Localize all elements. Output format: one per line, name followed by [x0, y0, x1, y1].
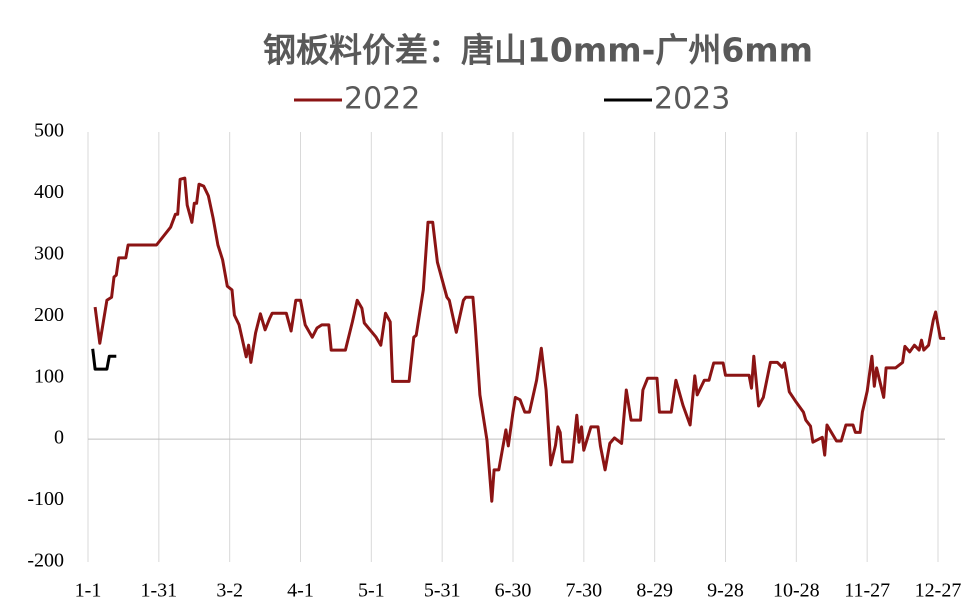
y-tick-label: 100 [34, 365, 64, 387]
x-tick-label: 4-1 [287, 580, 314, 602]
y-tick-label: 300 [34, 242, 64, 264]
y-tick-label: 200 [34, 304, 64, 326]
legend-label: 2023 [654, 82, 730, 117]
y-tick-label: 500 [34, 120, 64, 142]
x-tick-label: 9-28 [707, 580, 744, 602]
chart-title: 钢板料价差：唐山10mm-广州6mm [263, 31, 813, 70]
x-tick-label: 5-31 [424, 580, 461, 602]
series-line [93, 176, 946, 503]
x-tick-label: 5-1 [358, 580, 385, 602]
x-tick-label: 1-1 [75, 580, 102, 602]
x-tick-label: 8-29 [636, 580, 673, 602]
y-tick-label: 400 [34, 181, 64, 203]
x-tick-label: 1-31 [140, 580, 177, 602]
x-tick-label: 7-30 [565, 580, 602, 602]
y-tick-label: 0 [54, 427, 64, 449]
x-tick-label: 3-2 [216, 580, 243, 602]
y-tick-label: -200 [27, 550, 64, 572]
x-tick-label: 6-30 [495, 580, 532, 602]
legend-label: 2022 [344, 82, 420, 117]
x-tick-label: 10-28 [773, 580, 820, 602]
x-tick-label: 11-27 [844, 580, 890, 602]
x-tick-label: 12-27 [915, 580, 962, 602]
y-tick-label: -100 [27, 488, 64, 510]
series-line [91, 348, 117, 371]
